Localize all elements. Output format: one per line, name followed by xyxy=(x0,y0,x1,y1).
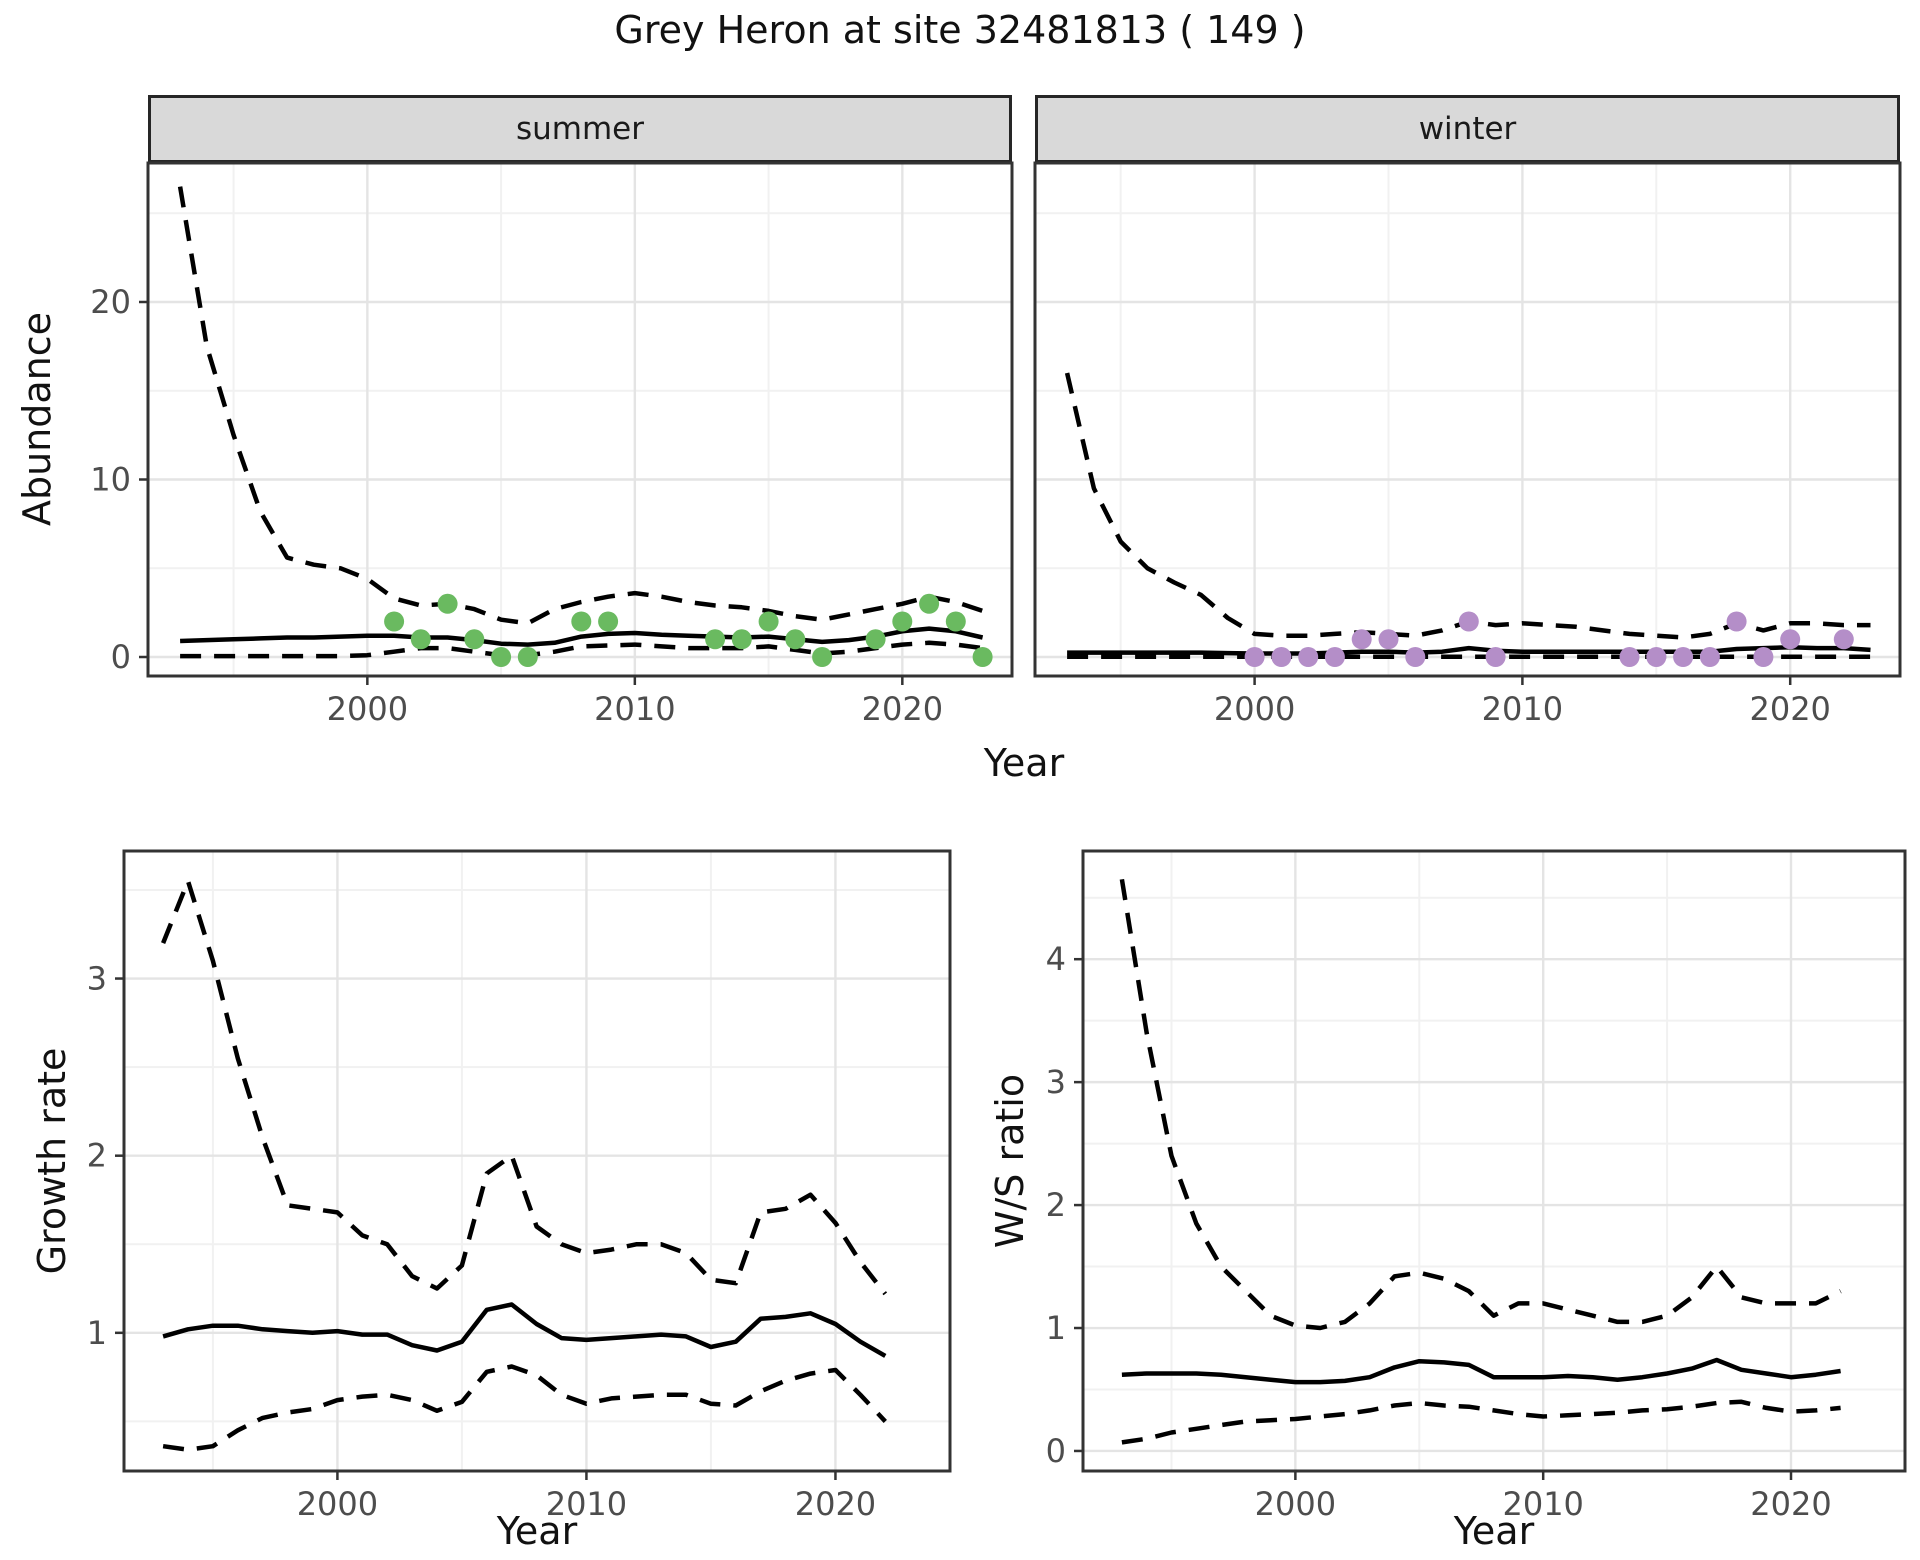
y-axis-title-ws-ratio: W/S ratio xyxy=(988,1073,1032,1249)
observation-point xyxy=(1324,647,1345,667)
observation-point xyxy=(410,629,431,650)
x-axis-tick-label: 2020 xyxy=(795,1485,876,1523)
confidence-interval-line xyxy=(177,186,984,626)
observation-point xyxy=(464,629,485,650)
observation-point xyxy=(731,629,752,650)
observation-point xyxy=(785,629,806,650)
facet-strip-summer-label: summer xyxy=(515,111,644,147)
observation-point xyxy=(705,629,726,650)
observation-point xyxy=(437,593,458,614)
y-axis-tick-label: 2 xyxy=(87,1137,107,1175)
panel-ws-ratio: 2000 2010 2020 0 1 2 3 4 xyxy=(1046,849,1907,1523)
observation-point xyxy=(972,647,993,667)
x-axis-title-year-growth: Year xyxy=(496,1509,578,1553)
observation-point xyxy=(1619,647,1640,667)
confidence-interval-line xyxy=(1119,878,1842,1331)
observation-point xyxy=(758,611,779,632)
confidence-interval-line xyxy=(161,878,888,1296)
x-axis-tick-label: 2020 xyxy=(862,690,943,728)
x-axis-tick-label: 2010 xyxy=(1482,690,1563,728)
y-axis-tick-label: 1 xyxy=(87,1314,107,1352)
observation-point xyxy=(945,611,966,632)
observation-point xyxy=(1298,647,1319,667)
observation-point xyxy=(1699,647,1720,667)
confidence-interval-line xyxy=(162,1364,887,1452)
x-axis-tick-label: 2000 xyxy=(327,690,408,728)
panel-background xyxy=(148,163,1012,676)
facet-strip-winter-label: winter xyxy=(1418,111,1517,147)
x-axis-tick-label: 2000 xyxy=(1214,690,1295,728)
y-axis-tick-label: 3 xyxy=(1046,1063,1066,1101)
facet-strip-summer: summer xyxy=(148,95,1012,163)
observation-point xyxy=(1673,647,1694,667)
observation-point xyxy=(1753,647,1774,667)
observation-point xyxy=(1351,629,1372,650)
panel-border xyxy=(1081,849,1907,1473)
median-line xyxy=(1121,1357,1841,1385)
facet-strip-winter: winter xyxy=(1035,95,1900,163)
observation-point xyxy=(1646,647,1667,667)
observation-point xyxy=(517,647,538,667)
observation-point xyxy=(865,629,886,650)
x-axis-tick-label: 2020 xyxy=(1750,1485,1831,1523)
y-axis-tick-label: 2 xyxy=(1046,1186,1066,1224)
observation-point xyxy=(892,611,913,632)
x-axis-tick-label: 2020 xyxy=(1749,690,1830,728)
x-axis-tick-label: 2010 xyxy=(1502,1485,1583,1523)
observation-point xyxy=(491,647,512,667)
observation-point xyxy=(1485,647,1506,667)
confidence-interval-line xyxy=(1121,1399,1841,1445)
observation-point xyxy=(1378,629,1399,650)
y-axis-tick-label: 4 xyxy=(1046,940,1066,978)
observation-point xyxy=(598,611,619,632)
panel-background xyxy=(124,851,950,1471)
median-line xyxy=(1067,644,1871,656)
observation-point xyxy=(384,611,405,632)
x-axis-tick-label: 2010 xyxy=(546,1485,627,1523)
panel-border xyxy=(122,849,952,1473)
panel-background xyxy=(1083,851,1905,1471)
x-axis-tick-label: 2000 xyxy=(1255,1485,1336,1523)
observation-point xyxy=(919,593,940,614)
observation-point xyxy=(812,647,833,667)
panel-background xyxy=(1035,163,1900,676)
x-axis-tick-label: 2010 xyxy=(594,690,675,728)
panel-abundance-summer: 2000 2010 2020 0 10 20 xyxy=(90,161,1014,728)
y-axis-title-growth-rate: Growth rate xyxy=(30,1047,74,1275)
x-axis-title-year-top: Year xyxy=(983,741,1065,785)
chart-title: Grey Heron at site 32481813 ( 149 ) xyxy=(614,8,1306,52)
panel-abundance-winter: 2000 2010 2020 xyxy=(1033,161,1902,728)
median-line xyxy=(162,1302,887,1358)
y-axis-tick-label: 0 xyxy=(1046,1432,1066,1470)
y-axis-tick-label: 0 xyxy=(111,638,131,676)
observation-point xyxy=(1780,629,1801,650)
x-axis-tick-label: 2000 xyxy=(297,1485,378,1523)
y-axis-tick-label: 1 xyxy=(1046,1309,1066,1347)
panel-border xyxy=(146,161,1014,678)
y-axis-tick-label: 20 xyxy=(90,283,131,321)
observation-point xyxy=(1244,647,1265,667)
observation-point xyxy=(1271,647,1292,667)
observation-point xyxy=(1833,629,1854,650)
panel-border xyxy=(1033,161,1902,678)
observation-point xyxy=(1458,611,1479,632)
observation-point xyxy=(1726,611,1747,632)
y-axis-tick-label: 10 xyxy=(90,460,131,498)
median-line xyxy=(180,626,984,647)
observation-point xyxy=(571,611,592,632)
observation-point xyxy=(1405,647,1426,667)
x-axis-title-year-ws: Year xyxy=(1453,1509,1535,1553)
y-axis-tick-label: 3 xyxy=(87,960,107,998)
panel-growth-rate: 2000 2010 2020 1 2 3 xyxy=(87,849,952,1523)
y-axis-title-abundance: Abundance xyxy=(15,311,59,527)
